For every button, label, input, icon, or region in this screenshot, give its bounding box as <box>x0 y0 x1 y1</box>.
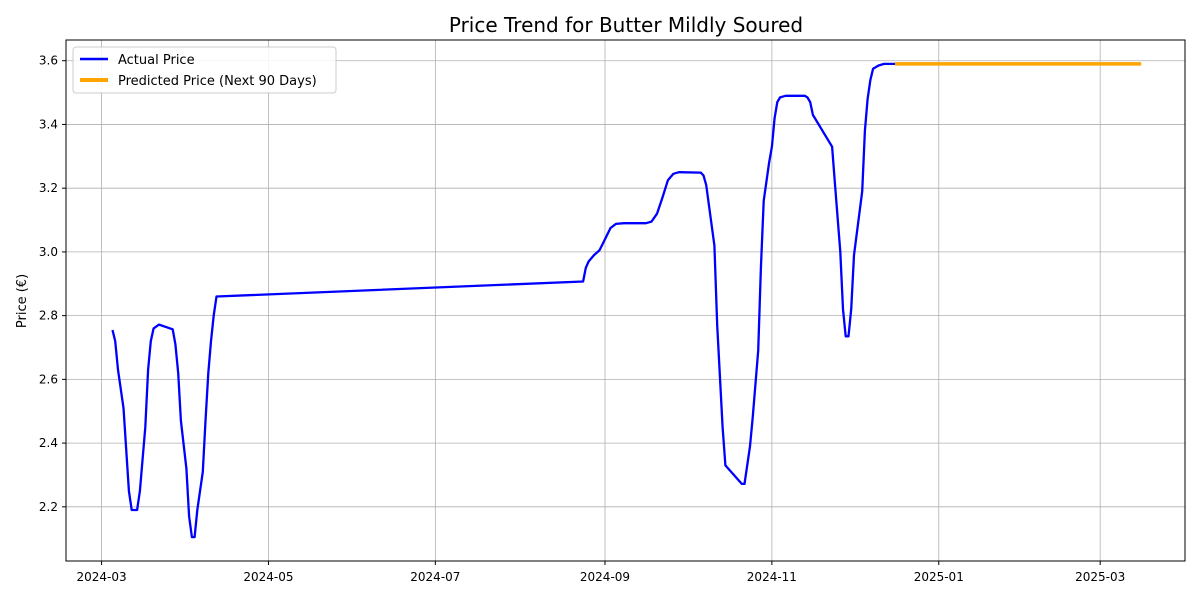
y-tick-label: 3.0 <box>39 245 58 259</box>
legend-label-actual-price: Actual Price <box>118 53 195 68</box>
x-axis: 2024-03 2024-05 2024-07 2024-09 2024-11 2025-… <box>76 561 1125 584</box>
y-axis-label: Price (€) <box>15 274 30 328</box>
series-layer <box>111 62 1142 539</box>
actual-price-line <box>111 62 895 539</box>
y-tick-label: 3.6 <box>39 54 58 68</box>
x-tick-label: 2024-03 <box>76 570 126 584</box>
x-tick-label: 2024-09 <box>580 570 630 584</box>
legend-label-predicted-price: Predicted Price (Next 90 Days) <box>118 74 317 89</box>
x-tick-label: 2024-07 <box>410 570 460 584</box>
chart-title: Price Trend for Butter Mildly Soured <box>449 13 803 37</box>
y-tick-label: 2.8 <box>39 309 58 323</box>
plot-area-frame <box>65 39 1186 562</box>
x-tick-label: 2025-03 <box>1075 570 1125 584</box>
legend: Actual Price Predicted Price (Next 90 Da… <box>72 46 337 94</box>
grid <box>66 40 1185 561</box>
y-tick-label: 3.4 <box>39 117 58 131</box>
legend-box <box>72 46 337 94</box>
y-tick-label: 3.2 <box>39 181 58 195</box>
y-tick-label: 2.6 <box>39 372 58 386</box>
y-axis: 2.2 2.4 2.6 2.8 3.0 3.2 3.4 3.6 <box>39 54 66 514</box>
x-tick-label: 2024-05 <box>243 570 293 584</box>
y-tick-label: 2.2 <box>39 500 58 514</box>
y-tick-label: 2.4 <box>39 436 58 450</box>
x-tick-label: 2025-01 <box>914 570 964 584</box>
x-tick-label: 2024-11 <box>747 570 797 584</box>
